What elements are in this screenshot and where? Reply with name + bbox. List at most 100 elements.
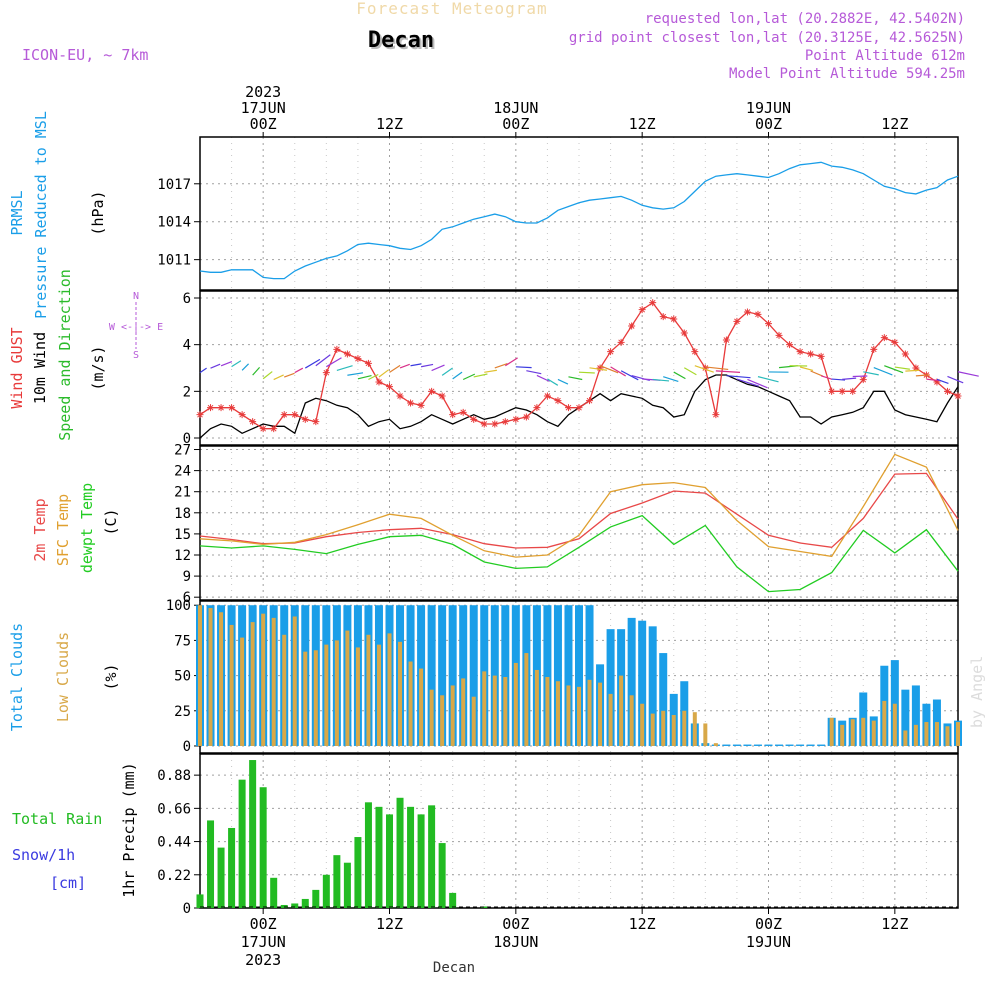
low-clouds-bar (313, 650, 318, 746)
time-tick-label-bottom: 19JUN (746, 933, 791, 951)
model-label: ICON-EU, ~ 7km (22, 46, 148, 64)
low-clouds-bar (629, 695, 634, 746)
low-clouds-bar (419, 668, 424, 746)
low-clouds-bar (198, 605, 202, 746)
gust-marker (775, 331, 783, 339)
wind-direction-arrow (757, 376, 779, 383)
location-title: Decan (370, 30, 436, 55)
gust-marker (786, 341, 794, 349)
gust-marker (754, 310, 762, 318)
wind-direction-arrow (515, 366, 532, 369)
y-tick-label: 1011 (157, 253, 191, 269)
wind-direction-arrow (578, 371, 595, 374)
gust-marker (491, 420, 499, 428)
gust-marker (249, 418, 257, 426)
gust-marker (586, 397, 594, 405)
total-clouds-bar (553, 605, 562, 746)
gust-marker (564, 404, 572, 412)
wind-direction-arrow (431, 364, 445, 372)
total-clouds-bar (796, 744, 805, 746)
gust-marker (649, 299, 657, 307)
y-tick-label: 0 (183, 431, 191, 447)
gust-marker (333, 345, 341, 353)
rain-bar (312, 889, 320, 908)
gust-marker (575, 404, 583, 412)
time-tick-label-top: 19JUN (746, 99, 791, 117)
gust-marker (417, 401, 425, 409)
gust-marker (891, 338, 899, 346)
precip-unit: 1hr Precip (mm) (120, 762, 138, 897)
low-clouds-bar (334, 640, 339, 746)
low-clouds-bar (545, 677, 550, 746)
total-clouds-bar (585, 605, 594, 746)
clouds-panel: 0 25 50 75 100 (166, 598, 962, 755)
low-clouds-bar (650, 713, 655, 746)
low-clouds-bar (282, 634, 287, 746)
gust-marker (217, 404, 225, 412)
rain-label: Total Rain (12, 810, 102, 828)
gridpoint-coords: grid point closest lon,lat (20.3125E, 42… (569, 30, 965, 46)
wind-direction-arrow (747, 378, 768, 389)
time-tick-label-top: 2023 (245, 83, 281, 101)
rain-bar (207, 820, 215, 908)
gust-marker (954, 392, 962, 400)
low-clouds-bar (271, 617, 276, 746)
y-tick-label: 0 (183, 739, 191, 755)
gust-marker (733, 317, 741, 325)
gust-marker (207, 404, 215, 412)
panel-labels: PRMSL Pressure Reduced to MSL (hPa) Wind GU… (8, 111, 163, 898)
wind-direction-arrow (610, 366, 626, 377)
wind-direction-arrow (863, 371, 879, 376)
gust-marker (701, 364, 709, 372)
rain-bar (343, 862, 351, 908)
wind-direction-arrow (715, 370, 741, 373)
y-tick-label: 27 (174, 443, 191, 459)
low-clouds-bar (398, 641, 403, 746)
time-tick-label-bottom: 00Z (502, 915, 529, 933)
y-tick-label: 12 (174, 548, 191, 564)
low-clouds-bar (219, 612, 224, 746)
y-tick-label: 2 (183, 384, 191, 400)
low-clouds-bar (471, 696, 476, 746)
gust-marker (628, 322, 636, 330)
y-tick-label: 24 (174, 464, 191, 480)
total-clouds-bar (638, 620, 647, 746)
wind-direction-arrow (231, 360, 242, 368)
gust-marker (512, 415, 520, 423)
low-clouds-bar (956, 722, 960, 746)
low-clouds-bar (492, 675, 497, 746)
low-clouds-bar (577, 686, 581, 746)
gust-marker (375, 378, 383, 386)
footer-location: Decan (433, 960, 475, 976)
rain-bar (428, 805, 436, 908)
gust-marker (501, 418, 509, 426)
gust-label: Wind GUST (8, 327, 26, 408)
low-clouds-bar (261, 613, 266, 746)
snow-label: Snow/1h (12, 846, 75, 864)
total-clouds-bar (627, 617, 636, 746)
wind-direction-arrow (452, 371, 463, 380)
total-clouds-label: Total Clouds (8, 623, 26, 731)
time-tick-label-top: 12Z (376, 115, 403, 133)
total-clouds-bar (606, 629, 615, 746)
total-clouds-bar (753, 744, 762, 746)
wind-direction-arrow (557, 378, 569, 385)
y-tick-label: 6 (183, 590, 191, 606)
gust-marker (807, 350, 815, 358)
y-tick-label: 25 (174, 704, 191, 720)
wind-direction-arrow (273, 374, 284, 381)
y-tick-label: 0.22 (157, 868, 191, 884)
gust-marker (870, 345, 878, 353)
temperature-panel: 6 9 12 15 18 21 24 27 (174, 443, 959, 606)
wind-direction-arrow (705, 366, 729, 371)
low-clouds-bar (503, 677, 508, 746)
time-tick-label-bottom: 18JUN (493, 933, 538, 951)
total-clouds-bar (806, 744, 815, 746)
time-tick-label-bottom: 12Z (629, 915, 656, 933)
low-clouds-bar (945, 726, 950, 746)
low-clouds-bar (208, 608, 213, 746)
low-clouds-bar (913, 724, 918, 746)
low-clouds-bar (619, 675, 624, 746)
